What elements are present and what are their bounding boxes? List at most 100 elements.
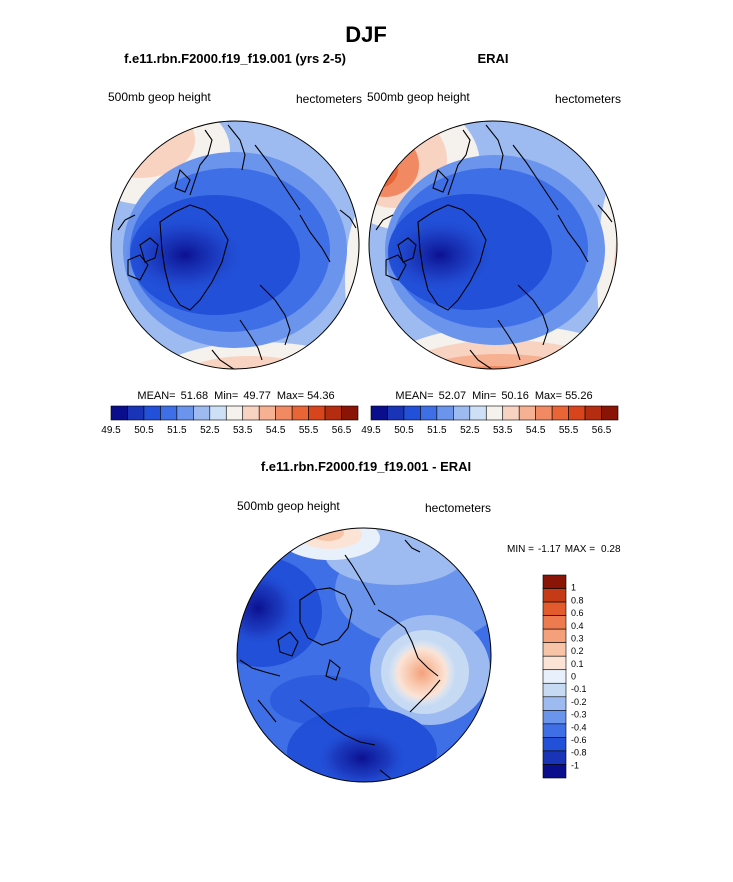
colorbar-difference-swatch (542, 737, 567, 752)
colorbar-erai-swatch (420, 405, 438, 421)
colorbar-difference-tick-label: -0.3 (571, 710, 587, 720)
panel-difference-stats: MIN = -1.17 MAX = 0.28 (507, 544, 621, 555)
colorbar-difference-swatch (542, 696, 567, 711)
colorbar-difference-tick-label: 0 (571, 672, 576, 682)
colorbar-difference: 1 0.8 0.6 0.4 0.3 0.2 0.1 0 -0.1 -0.2 -0.3 -0.4 -0.6… (542, 574, 587, 779)
colorbar-difference-swatch (542, 655, 567, 671)
panel-model: f.e11.rbn.F2000.f19_f19.001 (yrs 2-5) 50… (101, 51, 362, 436)
colorbar-erai-swatch (518, 405, 536, 421)
polar-map-model (111, 121, 359, 369)
colorbar-erai-swatch (551, 405, 569, 421)
colorbar-difference-tick-label: 0.4 (571, 621, 584, 631)
colorbar-model-swatch (110, 405, 128, 421)
panel-erai-title: ERAI (477, 51, 508, 66)
polar-map-erai-border (368, 120, 618, 370)
colorbar-difference-swatch (542, 764, 567, 779)
colorbar-model-tick-label: 55.5 (299, 425, 319, 436)
colorbar-difference-swatch (542, 615, 567, 630)
panel-model-title: f.e11.rbn.F2000.f19_f19.001 (yrs 2-5) (124, 51, 346, 66)
colorbar-model: 49.5 50.5 51.5 52.5 53.5 54.5 55.5 56.5 (101, 405, 359, 436)
colorbar-difference-tick-label: -0.4 (571, 722, 587, 732)
colorbar-model-swatch (324, 405, 342, 421)
colorbar-model-swatch (258, 405, 276, 421)
colorbar-model-swatch (209, 405, 227, 421)
colorbar-difference-tick-label: 0.1 (571, 659, 584, 669)
figure-title: DJF (345, 22, 387, 47)
colorbar-difference-tick-label: -1 (571, 760, 579, 770)
colorbar-difference-tick-label: 0.6 (571, 608, 584, 618)
colorbar-erai-tick-label: 56.5 (592, 425, 612, 436)
colorbar-erai-tick-label: 50.5 (394, 425, 414, 436)
panel-erai-right-label: hectometers (555, 92, 621, 106)
colorbar-difference-tick-label: -0.1 (571, 684, 587, 694)
colorbar-model-swatch (291, 405, 309, 421)
panel-difference-title: f.e11.rbn.F2000.f19_f19.001 - ERAI (261, 459, 471, 474)
panel-model-stats: MEAN= 51.68 Min= 49.77 Max= 54.36 (137, 390, 334, 402)
colorbar-erai-swatch (387, 405, 405, 421)
colorbar-erai-swatch (502, 405, 520, 421)
colorbar-difference-swatch (542, 601, 567, 616)
colorbar-difference-tick-label: 0.3 (571, 633, 584, 643)
colorbar-model-tick-label: 53.5 (233, 425, 253, 436)
colorbar-model-tick-label: 54.5 (266, 425, 286, 436)
panel-difference-left-label: 500mb geop height (237, 499, 340, 513)
colorbar-model-swatch (225, 405, 244, 421)
colorbar-difference-swatch (542, 588, 567, 603)
colorbar-erai-swatch (436, 405, 454, 421)
colorbar-erai-swatch (601, 405, 619, 421)
colorbar-erai-swatch (535, 405, 553, 421)
colorbar-model-swatch (275, 405, 293, 421)
colorbar-model-tick-label: 56.5 (332, 425, 352, 436)
colorbar-difference-swatch (542, 574, 567, 589)
colorbar-model-swatch (160, 405, 178, 421)
colorbar-model-tick-label: 50.5 (134, 425, 154, 436)
colorbar-difference-swatch (542, 710, 567, 725)
polar-map-difference-border (236, 527, 492, 783)
colorbar-erai-swatch (469, 405, 487, 421)
colorbar-erai: 49.5 50.5 51.5 52.5 53.5 54.5 55.5 56.5 (361, 405, 619, 436)
colorbar-model-swatch (242, 405, 260, 421)
colorbar-erai-swatch (568, 405, 586, 421)
colorbar-difference-swatch (542, 750, 567, 765)
colorbar-erai-tick-label: 55.5 (559, 425, 579, 436)
colorbar-model-swatch (341, 405, 359, 421)
colorbar-model-tick-label: 52.5 (200, 425, 220, 436)
colorbar-model-tick-label: 51.5 (167, 425, 187, 436)
colorbar-erai-tick-label: 49.5 (361, 425, 381, 436)
colorbar-difference-tick-label: -0.2 (571, 697, 587, 707)
colorbar-model-swatch (127, 405, 145, 421)
colorbar-erai-tick-label: 54.5 (526, 425, 546, 436)
colorbar-erai-tick-label: 52.5 (460, 425, 480, 436)
colorbar-erai-swatch (370, 405, 388, 421)
colorbar-model-swatch (176, 405, 194, 421)
colorbar-model-swatch (143, 405, 161, 421)
colorbar-difference-tick-label: 1 (571, 583, 576, 593)
colorbar-erai-tick-label: 53.5 (493, 425, 513, 436)
panel-erai-left-label: 500mb geop height (367, 90, 470, 104)
colorbar-model-tick-label: 49.5 (101, 425, 121, 436)
colorbar-difference-tick-label: -0.6 (571, 735, 587, 745)
colorbar-erai-swatch (403, 405, 421, 421)
colorbar-erai-tick-label: 51.5 (427, 425, 447, 436)
colorbar-model-swatch (193, 405, 211, 421)
colorbar-difference-swatch (542, 669, 567, 684)
colorbar-difference-swatch (542, 682, 567, 698)
colorbar-difference-tick-label: -0.8 (571, 748, 587, 758)
colorbar-erai-swatch (584, 405, 602, 421)
colorbar-difference-swatch (542, 642, 567, 657)
colorbar-difference-swatch (542, 723, 567, 738)
polar-map-model-border (110, 120, 360, 370)
panel-model-right-label: hectometers (296, 92, 362, 106)
panel-difference: f.e11.rbn.F2000.f19_f19.001 - ERAI 500mb… (236, 459, 621, 783)
panel-model-left-label: 500mb geop height (108, 90, 211, 104)
colorbar-model-swatch (308, 405, 326, 421)
panel-difference-right-label: hectometers (425, 501, 491, 515)
colorbar-difference-tick-label: 0.2 (571, 646, 584, 656)
colorbar-difference-tick-label: 0.8 (571, 595, 584, 605)
colorbar-erai-swatch (485, 405, 504, 421)
panel-erai: ERAI 500mb geop height hectometers (361, 51, 621, 436)
colorbar-difference-swatch (542, 628, 567, 643)
panel-erai-stats: MEAN= 52.07 Min= 50.16 Max= 55.26 (395, 390, 592, 402)
colorbar-erai-swatch (453, 405, 471, 421)
